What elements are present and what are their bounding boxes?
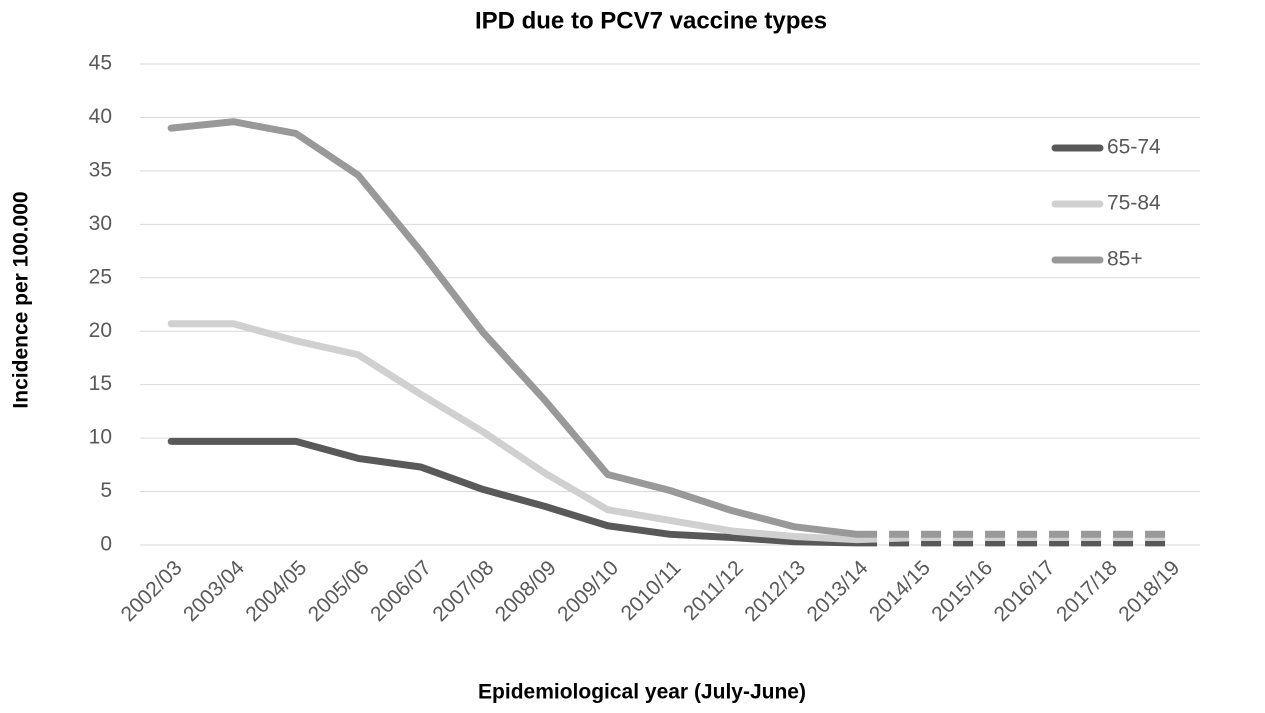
x-tick-label: 2014/15 <box>865 556 935 626</box>
chart-title: IPD due to PCV7 vaccine types <box>475 7 827 34</box>
y-tick-label: 40 <box>89 105 112 128</box>
y-tick-label: 35 <box>89 158 112 181</box>
x-tick-label: 2004/05 <box>241 556 311 626</box>
x-tick-label: 2010/11 <box>617 556 686 625</box>
x-tick-label: 2002/03 <box>117 556 187 626</box>
series-line <box>167 118 861 538</box>
x-tick-label: 2013/14 <box>803 556 873 626</box>
x-tick-label: 2003/04 <box>179 556 249 626</box>
series-line <box>856 534 1169 544</box>
y-tick-label: 30 <box>89 212 112 235</box>
y-axis-label: Incidence per 100.000 <box>10 191 33 408</box>
x-tick-label: 2008/09 <box>491 556 561 626</box>
y-tick-label: 10 <box>89 426 112 449</box>
series-line <box>167 437 861 547</box>
x-tick-label: 2011/12 <box>679 556 748 625</box>
x-tick-label: 2007/08 <box>428 556 498 626</box>
x-tick-label: 2018/19 <box>1114 556 1184 626</box>
x-tick-label: 2012/13 <box>740 556 810 626</box>
legend-label: 65-74 <box>1107 136 1161 159</box>
y-tick-label: 5 <box>100 479 112 502</box>
legend-label: 75-84 <box>1107 192 1161 215</box>
legend-label: 85+ <box>1107 248 1143 271</box>
y-tick-label: 25 <box>89 265 112 288</box>
series-line <box>167 320 861 544</box>
x-tick-label: 2005/06 <box>304 556 374 626</box>
x-tick-label: 2006/07 <box>366 556 436 626</box>
x-axis-label: Epidemiological year (July-June) <box>478 681 806 704</box>
y-tick-label: 20 <box>89 319 112 342</box>
y-tick-label: 45 <box>89 52 112 75</box>
y-tick-label: 15 <box>89 372 112 395</box>
x-tick-label: 2017/18 <box>1052 556 1122 626</box>
y-tick-label: 0 <box>100 533 112 556</box>
x-tick-label: 2009/10 <box>553 556 623 626</box>
x-tick-label: 2016/17 <box>990 556 1060 626</box>
x-tick-label: 2015/16 <box>927 556 997 626</box>
